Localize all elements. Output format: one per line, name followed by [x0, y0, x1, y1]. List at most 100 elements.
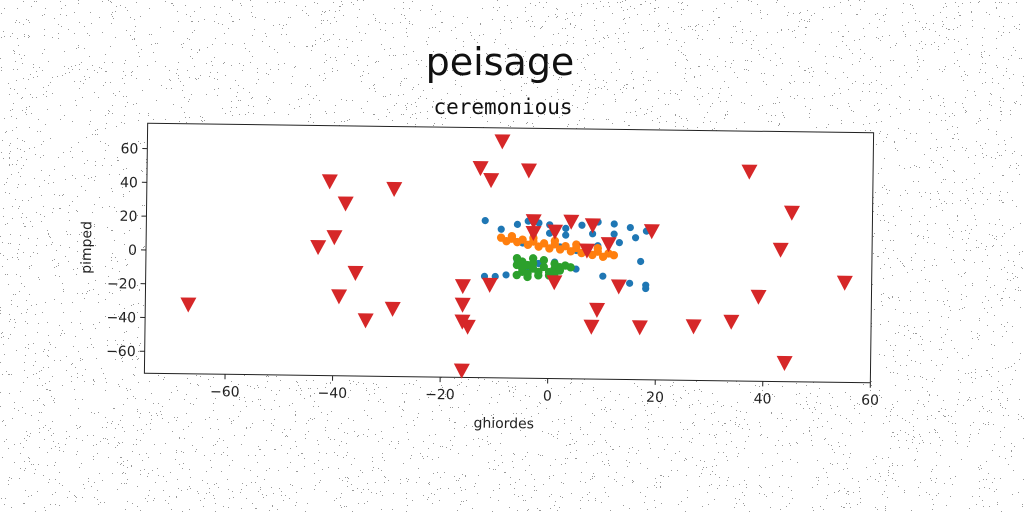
series-2-point-21	[512, 260, 522, 270]
series-3-point-30	[589, 302, 606, 318]
series-2-point-24	[566, 263, 575, 272]
y-tick-label: 0	[128, 243, 137, 259]
series-3-point-20	[525, 214, 542, 230]
series-3-point-38	[783, 205, 800, 221]
series-0-point-16	[610, 230, 618, 238]
x-axis-ticks: −60 −40 −20 0 20 40 60	[210, 374, 879, 409]
y-tick-label: −60	[106, 344, 136, 360]
x-tick-label: 40	[754, 391, 772, 407]
series-3-point-29	[583, 319, 600, 335]
series-0-point-1	[497, 225, 505, 233]
series-1-point-13	[513, 237, 522, 247]
series-3-point-22	[547, 224, 564, 240]
y-tick-label: −40	[106, 310, 136, 326]
series-2-point-18	[539, 262, 548, 272]
series-3-point-12	[483, 173, 500, 189]
series-0-point-0	[481, 216, 489, 225]
series-0-point-26	[599, 272, 607, 280]
series-0-point-32	[502, 271, 510, 279]
series-3-point-1	[321, 174, 338, 190]
y-tick-label: −20	[107, 276, 137, 292]
series-3-point-3	[386, 181, 403, 197]
series-3-point-15	[454, 297, 471, 313]
series-3-point-14	[454, 279, 471, 295]
series-1-point-17	[555, 245, 565, 254]
series-3-point-35	[741, 164, 758, 180]
series-3-point-36	[750, 289, 767, 305]
series-1-point-24	[550, 236, 560, 246]
series-3-point-0	[180, 297, 197, 313]
series-3-point-34	[723, 314, 740, 330]
series-3-point-26	[579, 243, 596, 259]
series-3-point-11	[494, 134, 511, 150]
series-3-point-21	[525, 225, 542, 242]
series-3-point-31	[610, 279, 627, 295]
chart-title: peisage	[426, 40, 575, 84]
series-3-point-37	[772, 242, 789, 258]
series-1-point-18	[566, 247, 576, 256]
series-3-point-40	[836, 275, 853, 291]
series-0-point-14	[562, 231, 570, 239]
series-1-point-14	[523, 240, 533, 250]
y-axis-ticks: −60 −40 −20 0 20 40 60	[106, 141, 148, 360]
series-3-point-9	[384, 301, 401, 317]
x-tick-label: 60	[861, 393, 879, 409]
series-0-point-6	[562, 224, 570, 233]
series-1-point-20	[588, 250, 597, 260]
series-2-point-8	[534, 271, 543, 280]
x-tick-label: 20	[646, 390, 664, 406]
chart-subtitle: ceremonious	[433, 95, 572, 119]
series-0-point-29	[642, 284, 650, 293]
series-3-point-24	[584, 218, 601, 234]
x-tick-label: −20	[425, 387, 455, 403]
series-2-point-13	[550, 259, 559, 268]
series-0-point-2	[513, 220, 522, 228]
series-3-point-2	[337, 196, 354, 212]
series-1-point-12	[502, 236, 511, 246]
series-1-point-22	[507, 231, 517, 241]
series-3-point-13	[520, 163, 537, 179]
series-1-point-16	[545, 244, 554, 253]
x-tick-label: 0	[543, 388, 552, 404]
series-3-point-10	[472, 161, 489, 177]
series-0-point-17	[631, 234, 640, 242]
series-2-point-14	[539, 256, 549, 265]
series-0-point-7	[578, 221, 586, 229]
series-2-point-6	[512, 270, 521, 280]
series-1-point-26	[593, 244, 603, 253]
series-3-point-17	[459, 319, 476, 335]
series-3-point-33	[685, 319, 702, 335]
y-tick-label: 40	[120, 175, 138, 191]
series-1-point-15	[534, 242, 543, 251]
series-2-point-17	[523, 269, 532, 278]
series-0-point-9	[610, 220, 618, 228]
plot-area	[143, 122, 875, 384]
series-1-point-25	[572, 240, 581, 249]
series-3-point-27	[643, 224, 660, 240]
series-3-point-8	[357, 313, 374, 329]
series-1-point-11	[609, 251, 619, 260]
data-marks	[180, 134, 853, 379]
series-0-point-23	[615, 239, 623, 247]
series-3-point-18	[453, 363, 470, 379]
series-3-point-25	[600, 237, 617, 253]
series-0-point-10	[626, 223, 634, 232]
y-tick-label: 60	[120, 141, 138, 157]
series-3-point-19	[481, 277, 498, 293]
series-3-point-6	[347, 265, 364, 281]
series-3-point-32	[631, 320, 648, 336]
series-3-point-23	[563, 214, 580, 230]
series-3-point-28	[546, 275, 563, 291]
series-3-point-5	[326, 230, 343, 246]
x-tick-label: −40	[317, 386, 347, 402]
series-3-point-4	[310, 240, 327, 256]
series-0-point-15	[589, 230, 597, 238]
y-tick-label: 20	[120, 209, 138, 225]
series-1-point-21	[598, 252, 608, 261]
y-axis-label: pimped	[79, 221, 96, 274]
series-0-point-24	[637, 257, 645, 266]
series-3-point-7	[331, 289, 348, 305]
